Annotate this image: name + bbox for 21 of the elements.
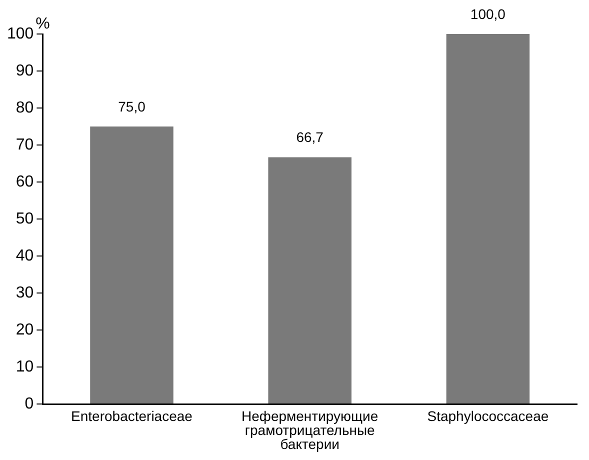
x-tick-label: Staphylococcaceae — [427, 408, 549, 424]
y-tick-label: 0 — [24, 395, 34, 412]
y-axis-title: % — [36, 15, 50, 32]
data-label: 75,0 — [118, 98, 146, 114]
y-tick-label: 90 — [16, 62, 34, 80]
data-label: 100,0 — [470, 6, 506, 22]
y-tick-label: 10 — [16, 358, 34, 376]
x-tick-label: Enterobacteriaceae — [71, 408, 193, 424]
bar — [446, 34, 530, 404]
y-tick-label: 20 — [16, 321, 34, 338]
y-tick-label: 70 — [16, 136, 34, 154]
y-tick-label: 40 — [16, 247, 34, 264]
y-tick-label: 80 — [16, 99, 34, 116]
y-tick-label: 100 — [6, 25, 34, 42]
x-tick-label: Неферментирующие грамотрицательные бактерии — [242, 408, 378, 452]
bar — [90, 126, 174, 404]
data-label: 66,7 — [296, 129, 324, 146]
y-tick-label: 30 — [16, 284, 34, 302]
y-tick-label: 60 — [16, 173, 34, 190]
bar — [268, 157, 352, 404]
y-tick-label: 50 — [16, 210, 34, 228]
